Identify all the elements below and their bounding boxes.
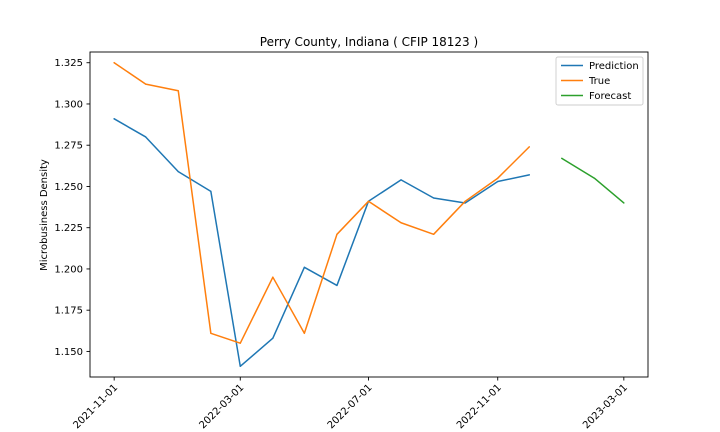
data-point-true [177,90,179,92]
data-point-true [303,332,305,334]
data-point-prediction [400,179,402,181]
legend-label-prediction: Prediction [589,61,639,72]
data-point-prediction [239,365,241,367]
data-point-true [367,200,370,202]
plot-lines [113,61,625,368]
data-point-prediction [113,118,115,120]
data-point-true [400,222,402,224]
series-line-true [113,61,530,344]
data-point-prediction [336,284,338,287]
y-axis-label: Microbusiness Density [39,159,50,271]
legend-label-true: True [588,76,610,87]
data-point-true [113,62,115,64]
data-point-true [433,233,435,235]
y-tick-label: 1.325 [54,58,83,69]
legend-label-forecast: Forecast [589,91,631,102]
data-point-true [145,83,147,85]
data-point-true [272,276,274,278]
y-tick-label: 1.200 [54,264,83,275]
y-tick-label: 1.175 [54,306,83,317]
y-tick-label: 1.225 [54,223,83,234]
data-point-forecast [623,202,625,204]
data-point-true [210,332,212,334]
y-tick-label: 1.150 [54,347,83,358]
y-tick-label: 1.300 [54,99,83,110]
data-point-true [336,233,338,235]
data-point-prediction [303,266,305,268]
data-point-true [239,342,241,344]
data-point-true [528,146,530,148]
y-axis: 1.150 1.175 1.200 1.225 1.250 1.275 1.300 1.325 [54,58,90,358]
series-line-prediction [113,118,530,368]
data-point-prediction [528,174,530,176]
legend-box [555,56,644,106]
data-point-forecast [561,157,563,160]
data-point-prediction [272,337,274,339]
data-point-prediction [177,171,179,173]
y-tick-label: 1.250 [54,182,83,193]
data-point-prediction [497,180,499,183]
data-point-true [497,177,499,179]
legend: Prediction True Forecast [555,56,644,106]
y-tick-label: 1.275 [54,141,83,152]
data-point-prediction [145,136,147,138]
data-point-prediction [210,190,212,192]
data-point-true [464,200,466,202]
chart-title: Perry County, Indiana ( CFIP 18123 ) [260,35,478,49]
data-point-prediction [433,197,435,199]
plot-area-frame [89,51,649,378]
data-point-forecast [593,177,596,179]
